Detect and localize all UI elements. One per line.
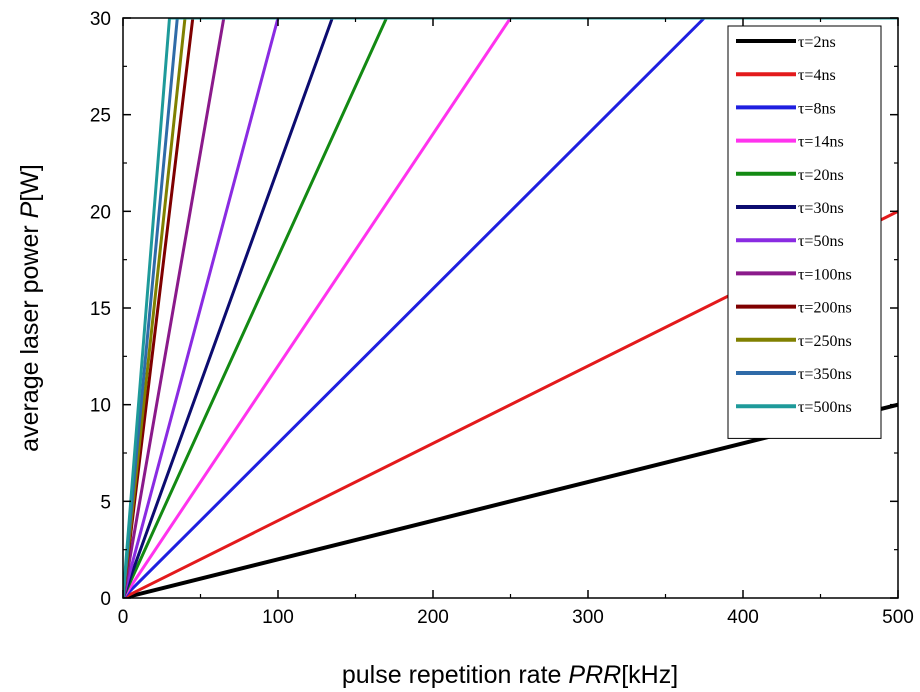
y-tick-label-1: 5 — [100, 492, 111, 513]
x-tick-label-0: 0 — [118, 607, 129, 628]
legend-entry-11: τ=500ns — [798, 399, 852, 416]
y-tick-label-5: 25 — [90, 106, 111, 127]
legend: τ=2ns τ=4ns τ=8ns τ=14ns τ=20ns τ=30ns τ=50ns τ… — [727, 25, 882, 439]
series-line-9 — [123, 18, 898, 598]
legend-entry-4: τ=20ns — [798, 167, 844, 184]
y-tick-label-0: 0 — [100, 589, 111, 610]
legend-entry-2: τ=8ns — [798, 100, 836, 117]
series-line-6 — [123, 18, 898, 598]
series-line-2 — [123, 18, 898, 598]
legend-entry-3: τ=14ns — [798, 134, 844, 151]
legend-entry-10: τ=350ns — [798, 366, 852, 383]
series-line-7 — [123, 18, 898, 598]
legend-entry-9: τ=250ns — [798, 333, 852, 350]
ticks: 0 100 200 300 400 500 0 5 10 15 20 25 30 — [90, 9, 914, 628]
x-tick-label-5: 500 — [882, 607, 914, 628]
y-axis-label: average laser power P[W] — [16, 164, 44, 452]
x-tick-label-4: 400 — [727, 607, 759, 628]
series-line-8 — [123, 18, 898, 598]
legend-entry-5: τ=30ns — [798, 200, 844, 217]
legend-entry-0: τ=2ns — [798, 34, 836, 51]
legend-entry-8: τ=200ns — [798, 300, 852, 317]
series-line-5 — [123, 18, 898, 598]
y-tick-label-2: 10 — [90, 396, 111, 417]
y-tick-label-3: 15 — [90, 299, 111, 320]
x-tick-label-1: 100 — [262, 607, 294, 628]
series-line-4 — [123, 18, 898, 598]
series-line-3 — [123, 18, 898, 598]
y-tick-label-6: 30 — [90, 9, 111, 30]
y-tick-label-4: 20 — [90, 202, 111, 223]
legend-entry-7: τ=100ns — [798, 266, 852, 283]
legend-box — [727, 25, 882, 439]
x-tick-label-2: 200 — [417, 607, 449, 628]
legend-entry-1: τ=4ns — [798, 67, 836, 84]
x-tick-label-3: 300 — [572, 607, 604, 628]
x-axis-label: pulse repetition rate PRR[kHz] — [342, 661, 678, 689]
legend-entry-6: τ=50ns — [798, 233, 844, 250]
series-group — [123, 18, 898, 598]
series-line-11 — [123, 18, 898, 598]
series-line-10 — [123, 18, 898, 598]
